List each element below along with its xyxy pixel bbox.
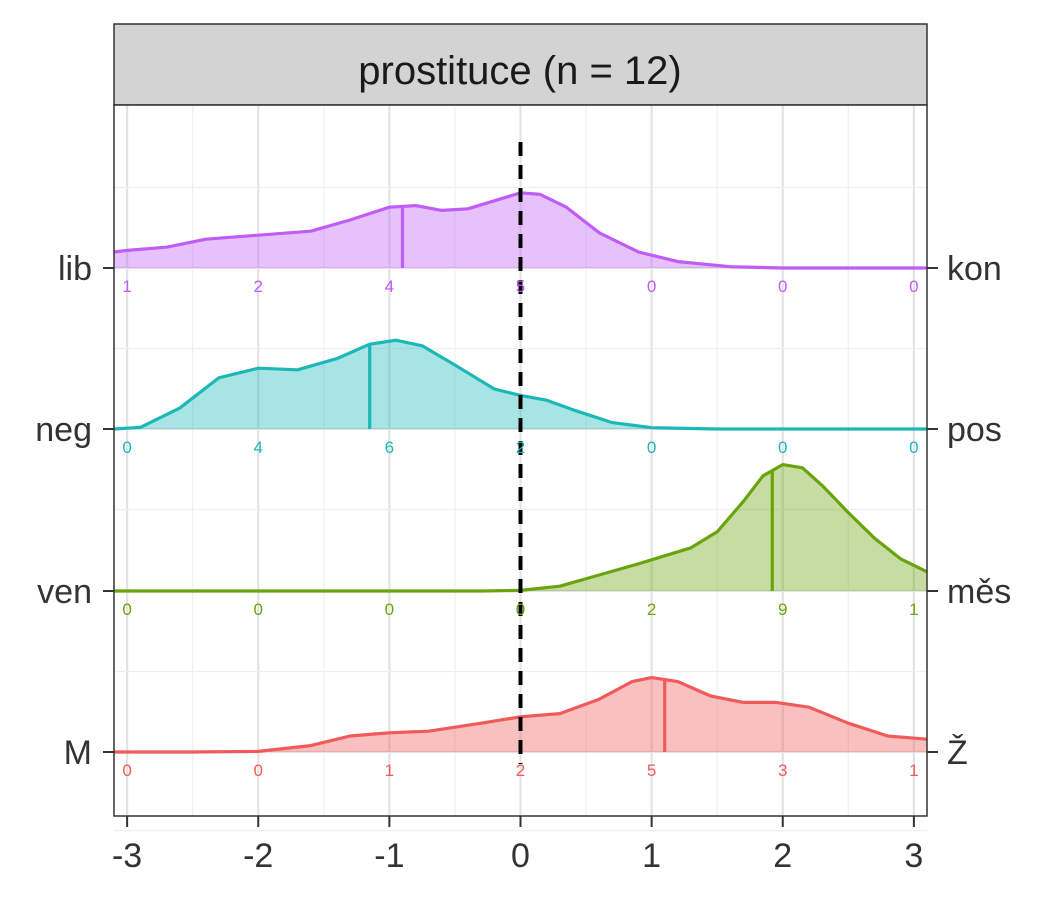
ridge-ven — [114, 463, 928, 593]
count-label: 0 — [385, 600, 394, 619]
density-area — [114, 340, 927, 429]
facet-title: prostituce (n = 12) — [358, 49, 682, 93]
count-label: 1 — [909, 600, 918, 619]
right-axis-label: Ž — [947, 734, 968, 772]
count-label: 0 — [647, 277, 656, 296]
left-axis-label: M — [64, 734, 92, 772]
count-label: 9 — [778, 600, 787, 619]
ridge-lib — [113, 191, 927, 270]
x-tick-label: 3 — [904, 837, 923, 875]
x-tick-label: -1 — [374, 837, 404, 875]
left-axis-label: ven — [37, 573, 92, 611]
count-label: 0 — [909, 277, 918, 296]
count-label: 2 — [254, 277, 263, 296]
x-tick-label: 1 — [642, 837, 661, 875]
count-label: 0 — [778, 438, 787, 457]
count-label: 0 — [254, 761, 263, 780]
density-area — [114, 464, 927, 591]
right-axis-label: měs — [947, 573, 1011, 611]
facet-strip — [113, 23, 928, 106]
count-label: 0 — [516, 600, 525, 619]
axes: -3 -2 -1 0 1 2 3 lib kon neg pos ven měs M Ž — [35, 250, 1011, 875]
x-tick-label: -2 — [243, 837, 273, 875]
x-tick-label: -3 — [112, 837, 142, 875]
x-tick-label: 2 — [773, 837, 792, 875]
count-label: 1 — [122, 277, 131, 296]
left-axis-label: neg — [35, 411, 92, 449]
left-axis-label: lib — [58, 250, 92, 288]
count-label: 1 — [385, 761, 394, 780]
count-label: 0 — [254, 600, 263, 619]
density-line — [114, 676, 928, 754]
count-labels: 1 2 4 5 0 0 0 0 4 6 2 0 0 0 0 0 0 0 2 9 1 0 0 1 2 5 3 1 — [122, 277, 918, 780]
count-label: 2 — [516, 438, 525, 457]
density-line — [113, 338, 927, 431]
ridge-neg — [113, 338, 927, 431]
ridge-M — [114, 676, 928, 754]
count-label: 5 — [516, 277, 525, 296]
count-label: 1 — [909, 761, 918, 780]
count-label: 0 — [122, 438, 131, 457]
count-label: 0 — [122, 761, 131, 780]
count-label: 5 — [647, 761, 656, 780]
count-label: 0 — [909, 438, 918, 457]
count-label: 3 — [778, 761, 787, 780]
density-line — [113, 191, 927, 270]
count-label: 0 — [647, 438, 656, 457]
count-label: 6 — [385, 438, 394, 457]
right-axis-label: kon — [947, 250, 1002, 288]
count-label: 2 — [516, 761, 525, 780]
x-tick-label: 0 — [511, 837, 530, 875]
density-line — [114, 463, 928, 593]
count-label: 2 — [647, 600, 656, 619]
count-label: 4 — [385, 277, 394, 296]
count-label: 0 — [122, 600, 131, 619]
count-label: 4 — [254, 438, 263, 457]
density-ridges — [113, 191, 928, 754]
count-label: 0 — [778, 277, 787, 296]
density-area — [114, 192, 927, 268]
right-axis-label: pos — [947, 411, 1002, 449]
density-area — [114, 677, 927, 752]
